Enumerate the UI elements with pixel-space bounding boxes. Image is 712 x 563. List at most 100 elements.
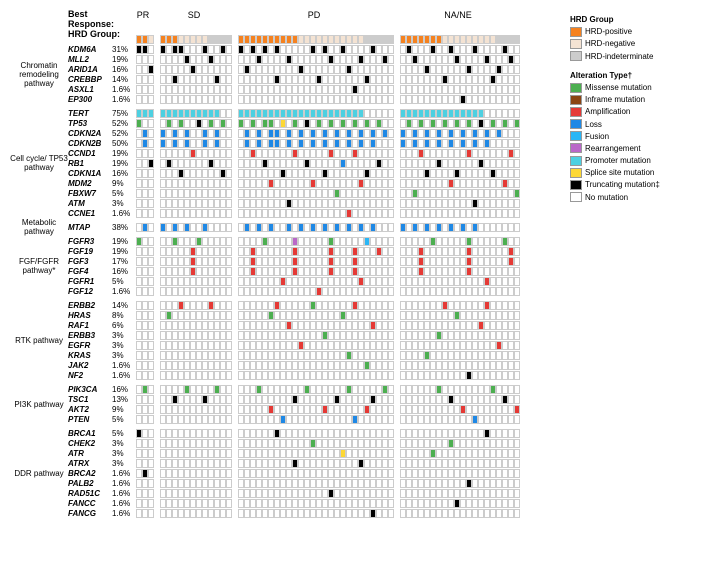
gene-name: MTAP [68, 223, 112, 232]
response-label: Best Response: [68, 10, 134, 30]
gene-name: FANCG [68, 509, 112, 518]
legend-item: HRD-negative [570, 38, 710, 49]
gene-pct: 5% [112, 189, 136, 198]
legend-hrd-title: HRD Group [570, 14, 710, 25]
gene-pct: 1.6% [112, 479, 136, 488]
hrd-label: HRD Group: [68, 30, 134, 40]
gene-name: TERT [68, 109, 112, 118]
gene-pct: 19% [112, 55, 136, 64]
gene-pct: 52% [112, 129, 136, 138]
gene-name: ARID1A [68, 65, 112, 74]
gene-pct: 1.6% [112, 489, 136, 498]
gene-pct: 1.6% [112, 209, 136, 218]
gene-pct: 75% [112, 109, 136, 118]
gene-name: HRAS [68, 311, 112, 320]
legend-item: Inframe mutation [570, 94, 710, 105]
gene-pct: 6% [112, 321, 136, 330]
pathway-label: PI3K pathway [10, 384, 68, 424]
pathway-label: Cell cycle/ TP53 pathway [10, 108, 68, 218]
pathway-label: Chromatin remodeling pathway [10, 44, 68, 104]
legend-item: HRD-positive [570, 26, 710, 37]
group-label: NA/NE [398, 10, 518, 34]
gene-pct: 8% [112, 311, 136, 320]
gene-pct: 3% [112, 331, 136, 340]
gene-name: JAK2 [68, 361, 112, 370]
gene-pct: 9% [112, 179, 136, 188]
gene-name: RAF1 [68, 321, 112, 330]
gene-pct: 16% [112, 169, 136, 178]
main-panel: Best Response: HRD Group: PRSDPDNA/NE Ch… [10, 10, 560, 522]
pathway-label: RTK pathway [10, 300, 68, 380]
hrd-cells [136, 35, 526, 44]
gene-name: FGFR1 [68, 277, 112, 286]
legend-item: No mutation [570, 192, 710, 203]
gene-name: MLL2 [68, 55, 112, 64]
pathways: Chromatin remodeling pathwayKDM6A31%MLL2… [10, 44, 560, 518]
gene-pct: 3% [112, 341, 136, 350]
pathway-label: DDR pathway [10, 428, 68, 518]
gene-pct: 9% [112, 405, 136, 414]
gene-name: FGF12 [68, 287, 112, 296]
gene-pct: 1.6% [112, 85, 136, 94]
legend-item: Truncating mutation‡ [570, 179, 710, 190]
legend-item: Amplification [570, 106, 710, 117]
header-labels: Best Response: HRD Group: PRSDPDNA/NE [10, 10, 560, 34]
gene-name: TSC1 [68, 395, 112, 404]
gene-name: BRCA1 [68, 429, 112, 438]
gene-name: FANCC [68, 499, 112, 508]
gene-name: CDKN2A [68, 129, 112, 138]
group-label: PR [134, 10, 152, 34]
legend-item: Splice site mutation [570, 167, 710, 178]
gene-pct: 1.6% [112, 509, 136, 518]
gene-name: CDKN1A [68, 169, 112, 178]
pathway-label: FGF/FGFR pathway* [10, 236, 68, 296]
gene-name: FGFR3 [68, 237, 112, 246]
gene-name: CCND1 [68, 149, 112, 158]
gene-pct: 14% [112, 75, 136, 84]
gene-name: ASXL1 [68, 85, 112, 94]
gene-pct: 16% [112, 385, 136, 394]
gene-pct: 19% [112, 247, 136, 256]
gene-pct: 13% [112, 395, 136, 404]
gene-name: RAD51C [68, 489, 112, 498]
gene-pct: 5% [112, 277, 136, 286]
gene-pct: 1.6% [112, 361, 136, 370]
gene-pct: 38% [112, 223, 136, 232]
gene-name: CCNE1 [68, 209, 112, 218]
gene-name: FGF19 [68, 247, 112, 256]
gene-name: TP53 [68, 119, 112, 128]
gene-pct: 3% [112, 439, 136, 448]
gene-name: PALB2 [68, 479, 112, 488]
legend-hrd-items: HRD-positiveHRD-negative HRD-indeterminat… [570, 26, 710, 62]
gene-pct: 1.6% [112, 371, 136, 380]
gene-name: MDM2 [68, 179, 112, 188]
group-label: SD [158, 10, 230, 34]
legend-item: HRD-indeterminate [570, 51, 710, 62]
gene-name: ERBB2 [68, 301, 112, 310]
gene-name: CHEK2 [68, 439, 112, 448]
legend-item: Missense mutation [570, 82, 710, 93]
gene-name: PTEN [68, 415, 112, 424]
gene-name: PIK3CA [68, 385, 112, 394]
gene-name: ERBB3 [68, 331, 112, 340]
gene-pct: 52% [112, 119, 136, 128]
gene-name: FBXW7 [68, 189, 112, 198]
gene-pct: 50% [112, 139, 136, 148]
gene-name: KRAS [68, 351, 112, 360]
legend-item: Fusion [570, 131, 710, 142]
gene-pct: 3% [112, 449, 136, 458]
gene-pct: 14% [112, 301, 136, 310]
legend-item: Promoter mutation [570, 155, 710, 166]
gene-pct: 1.6% [112, 499, 136, 508]
gene-pct: 19% [112, 237, 136, 246]
gene-pct: 1.6% [112, 469, 136, 478]
gene-pct: 3% [112, 459, 136, 468]
gene-pct: 17% [112, 257, 136, 266]
gene-name: CDKN2B [68, 139, 112, 148]
gene-name: ATR [68, 449, 112, 458]
legend-item: Loss [570, 119, 710, 130]
gene-name: AKT2 [68, 405, 112, 414]
pathway-label: Metabolic pathway [10, 222, 68, 232]
oncoprint-figure: Best Response: HRD Group: PRSDPDNA/NE Ch… [10, 10, 702, 522]
gene-pct: 16% [112, 65, 136, 74]
